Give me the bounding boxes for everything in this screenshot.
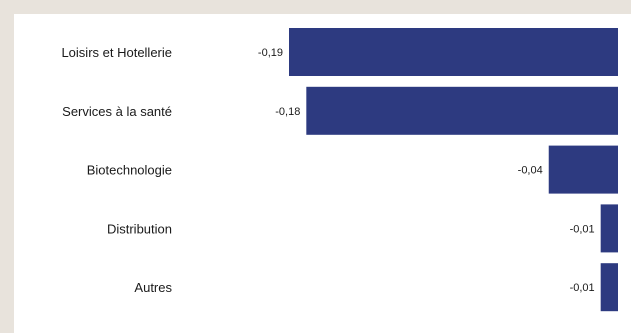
bar-chart: Loisirs et Hotellerie -0,19 Services à la …: [61, 28, 618, 312]
chart-panel: Loisirs et Hotellerie -0,19 Services à la …: [14, 14, 631, 333]
category-label: Biotechnologie: [87, 163, 172, 178]
bar: [289, 28, 618, 76]
value-label: -0,19: [258, 47, 283, 59]
value-label: -0,01: [570, 223, 595, 235]
bar: [600, 204, 618, 253]
value-label: -0,01: [570, 282, 595, 294]
category-label: Autres: [134, 280, 172, 295]
bar: [306, 86, 618, 135]
bar: [548, 145, 618, 194]
value-label: -0,18: [275, 106, 300, 118]
category-label: Loisirs et Hotellerie: [61, 45, 172, 60]
value-label: -0,04: [518, 165, 543, 177]
category-label: Services à la santé: [62, 104, 172, 119]
bar: [600, 263, 618, 312]
category-label: Distribution: [107, 221, 172, 236]
